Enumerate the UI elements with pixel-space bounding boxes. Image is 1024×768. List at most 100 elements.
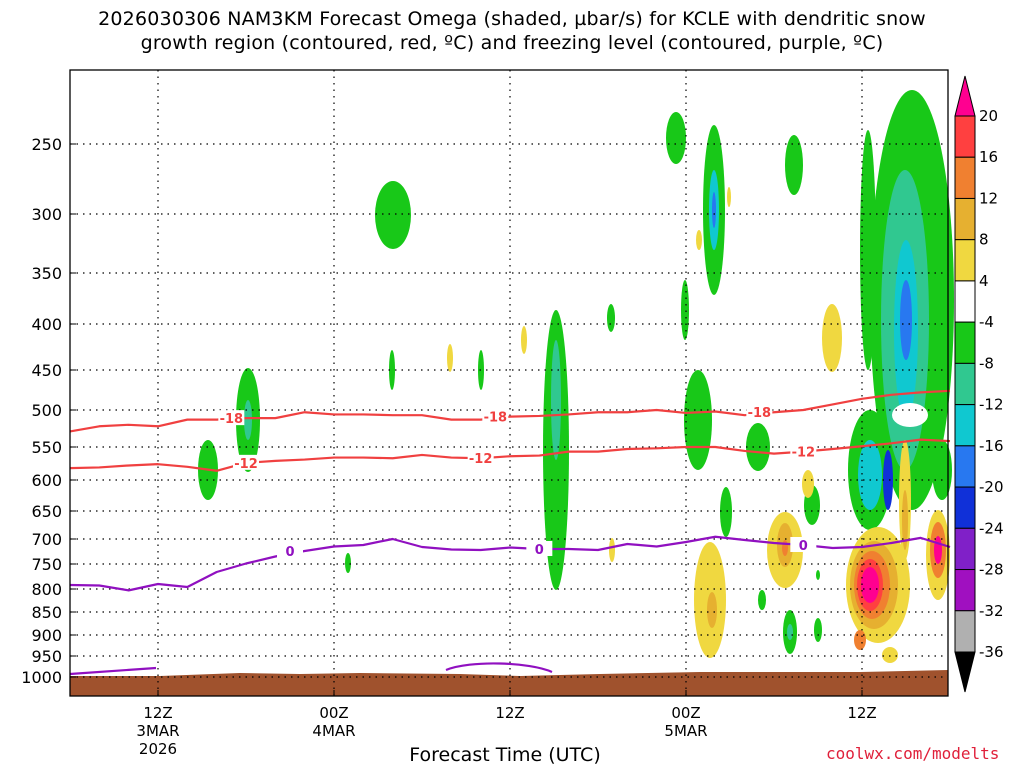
omega-region <box>707 592 717 628</box>
omega-region <box>720 487 732 537</box>
y-tick-label: 750 <box>31 555 62 574</box>
contour-label: 0 <box>285 545 294 560</box>
omega-region <box>932 440 952 500</box>
y-tick-label: 900 <box>31 626 62 645</box>
contours: -18 -18 -18 -12 -12 -12 0 0 0 <box>69 389 951 676</box>
omega-region <box>860 130 876 370</box>
omega-region <box>802 470 814 498</box>
omega-region <box>861 567 879 603</box>
y-tick-label: 300 <box>31 205 62 224</box>
omega-region <box>375 181 411 249</box>
colorbar-band <box>954 486 976 529</box>
y-tick-label: 350 <box>31 264 62 283</box>
omega-region <box>758 590 766 610</box>
chart-title-line-1: 2026030306 NAM3KM Forecast Omega (shaded… <box>98 8 926 30</box>
x-tick-label: 12Z <box>143 704 172 722</box>
contour-label: -18 <box>220 412 244 427</box>
y-tick-label: 850 <box>31 603 62 622</box>
contour-line-freezing-surface <box>69 666 157 676</box>
omega-region <box>345 553 351 573</box>
colorbar-band <box>954 445 976 488</box>
y-tick-label: 600 <box>31 471 62 490</box>
omega-region <box>681 280 689 340</box>
colorbar-band <box>954 239 976 282</box>
y-tick-label: 800 <box>31 580 62 599</box>
colorbar-label: -20 <box>979 478 1004 496</box>
omega-region <box>782 540 788 556</box>
omega-region <box>934 536 942 564</box>
omega-region <box>727 187 731 207</box>
x-tick-label: 00Z <box>319 704 348 722</box>
contour-label: 0 <box>799 539 808 554</box>
colorbar-label: -12 <box>979 396 1004 414</box>
omega-region <box>822 304 842 372</box>
colorbar-band <box>954 362 976 406</box>
omega-region <box>666 112 686 164</box>
y-tick-label: 650 <box>31 502 62 521</box>
y-tick-label: 700 <box>31 530 62 549</box>
colorbar-top-arrow <box>954 75 976 117</box>
x-tick-label: 00Z <box>671 704 700 722</box>
colorbar-label: -32 <box>979 602 1004 620</box>
contour-label-bg <box>526 541 553 556</box>
colorbar-label: 20 <box>979 107 998 125</box>
omega-region <box>244 400 252 440</box>
omega-shading <box>198 90 954 663</box>
colorbar-label: -36 <box>979 643 1004 661</box>
colorbar-band <box>954 321 976 364</box>
x-axis-label: Forecast Time (UTC) <box>409 744 601 766</box>
contour-label-bg <box>482 408 509 424</box>
contour-label-bg <box>790 443 817 459</box>
colorbar-band <box>954 115 976 158</box>
x-tick-date: 5MAR <box>664 722 707 740</box>
omega-region <box>712 192 716 228</box>
ground-surface <box>70 670 948 696</box>
colorbar: 20 16 12 8 4 -4 -8 -12 -16 -20 -24 -28 -32 -36 <box>954 75 1004 693</box>
omega-region <box>684 370 712 470</box>
plot-frame <box>69 69 949 697</box>
contour-label-bg <box>467 450 494 466</box>
contour-label-bg <box>277 543 303 558</box>
colorbar-label: 12 <box>979 189 998 207</box>
contour-line-minus18 <box>69 389 951 433</box>
omega-region <box>551 340 561 460</box>
omega-region <box>814 618 822 642</box>
contour-label: -12 <box>234 457 258 472</box>
contour-line-freezing-surface <box>445 662 553 674</box>
contour-label: -12 <box>792 446 816 461</box>
colorbar-label: -8 <box>979 354 994 372</box>
y-tick-label: 550 <box>31 438 62 457</box>
colorbar-label: -16 <box>979 437 1004 455</box>
omega-region <box>746 423 770 471</box>
omega-region <box>900 280 912 360</box>
x-tick-label: 12Z <box>847 704 876 722</box>
contour-label-bg <box>218 410 245 426</box>
y-tick-label: 500 <box>31 401 62 420</box>
contour-label-bg <box>790 537 817 552</box>
y-axis: 250 300 350 400 450 500 550 600 650 700 750 800 850 9… <box>21 135 76 687</box>
colorbar-band <box>954 197 976 241</box>
contour-label: -12 <box>469 452 493 467</box>
x-tick-date: 3MAR <box>136 722 179 740</box>
colorbar-band <box>954 569 976 612</box>
colorbar-label: 16 <box>979 148 998 166</box>
y-tick-label: 450 <box>31 361 62 380</box>
colorbar-label: -24 <box>979 519 1004 537</box>
colorbar-label: -4 <box>979 313 994 331</box>
colorbar-label: -28 <box>979 561 1004 579</box>
contour-label-bg <box>746 404 773 420</box>
grid <box>70 70 948 696</box>
omega-region <box>902 490 908 550</box>
colorbar-band <box>954 280 976 323</box>
contour-label: -18 <box>748 406 772 421</box>
omega-region <box>696 230 702 250</box>
x-tick-label: 12Z <box>495 704 524 722</box>
omega-region <box>787 624 793 640</box>
contour-label: -18 <box>484 411 508 426</box>
y-tick-label: 400 <box>31 315 62 334</box>
omega-region <box>858 440 882 510</box>
colorbar-band <box>954 156 976 199</box>
omega-region <box>389 350 395 390</box>
omega-region <box>854 630 866 650</box>
